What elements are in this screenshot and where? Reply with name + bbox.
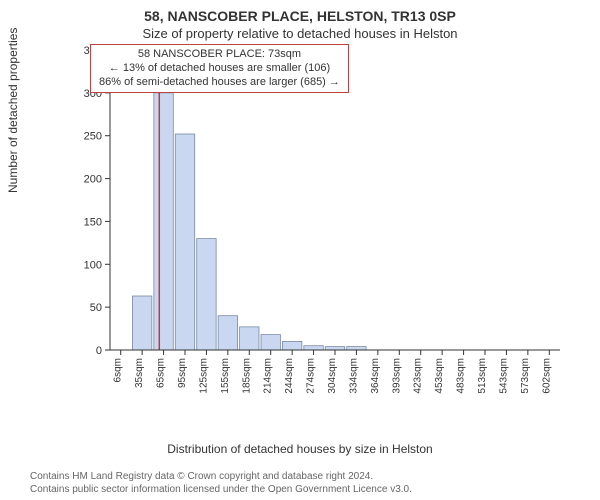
x-tick-label: 65sqm — [156, 358, 167, 388]
svg-text:0: 0 — [96, 345, 102, 357]
x-tick-label: 304sqm — [327, 358, 338, 394]
bar — [132, 296, 151, 350]
bar — [197, 239, 216, 350]
x-tick-label: 125sqm — [198, 358, 209, 394]
x-tick-label: 95sqm — [177, 358, 188, 388]
x-tick-label: 334sqm — [348, 358, 359, 394]
x-tick-label: 453sqm — [434, 358, 445, 394]
x-tick-label: 274sqm — [306, 358, 317, 394]
bar — [240, 327, 259, 350]
svg-text:100: 100 — [84, 259, 102, 271]
x-tick-label: 393sqm — [391, 358, 402, 394]
title-main: 58, NANSCOBER PLACE, HELSTON, TR13 0SP — [0, 0, 600, 24]
callout-box: 58 NANSCOBER PLACE: 73sqm ← 13% of detac… — [90, 44, 349, 93]
x-tick-label: 214sqm — [263, 358, 274, 394]
svg-text:250: 250 — [84, 131, 102, 143]
x-axis-label: Distribution of detached houses by size … — [0, 442, 600, 456]
x-tick-label: 483sqm — [456, 358, 467, 394]
x-tick-label: 364sqm — [370, 358, 381, 394]
x-tick-label: 35sqm — [134, 358, 145, 388]
x-tick-label: 6sqm — [113, 358, 124, 382]
svg-text:50: 50 — [90, 302, 102, 314]
x-tick-label: 602sqm — [541, 358, 552, 394]
x-tick-label: 185sqm — [241, 358, 252, 394]
x-tick-label: 543sqm — [498, 358, 509, 394]
callout-line3: 86% of semi-detached houses are larger (… — [99, 76, 340, 90]
x-tick-label: 244sqm — [284, 358, 295, 394]
svg-text:200: 200 — [84, 174, 102, 186]
bar — [325, 347, 344, 350]
callout-line2: ← 13% of detached houses are smaller (10… — [99, 62, 340, 76]
bar — [218, 316, 237, 350]
plot-area: 0501001502002503003506sqm35sqm65sqm95sqm… — [70, 40, 570, 410]
svg-text:150: 150 — [84, 216, 102, 228]
chart-container: 58, NANSCOBER PLACE, HELSTON, TR13 0SP S… — [0, 0, 600, 500]
bar — [304, 346, 323, 350]
footer: Contains HM Land Registry data © Crown c… — [30, 471, 590, 496]
bar — [175, 134, 194, 350]
x-tick-label: 513sqm — [477, 358, 488, 394]
footer-line2: Contains public sector information licen… — [30, 484, 590, 497]
x-tick-label: 423sqm — [413, 358, 424, 394]
bar — [261, 335, 280, 350]
y-axis-label: Number of detached properties — [6, 28, 20, 193]
bar — [154, 93, 173, 350]
bar — [282, 341, 301, 350]
footer-line1: Contains HM Land Registry data © Crown c… — [30, 471, 590, 484]
title-sub: Size of property relative to detached ho… — [0, 24, 600, 41]
chart-svg: 0501001502002503003506sqm35sqm65sqm95sqm… — [70, 40, 570, 410]
bar — [347, 347, 366, 350]
callout-line1: 58 NANSCOBER PLACE: 73sqm — [99, 48, 340, 62]
x-tick-label: 573sqm — [520, 358, 531, 394]
x-tick-label: 155sqm — [220, 358, 231, 394]
